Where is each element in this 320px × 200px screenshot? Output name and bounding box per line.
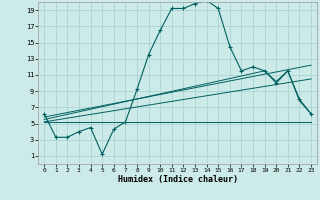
X-axis label: Humidex (Indice chaleur): Humidex (Indice chaleur)	[118, 175, 238, 184]
